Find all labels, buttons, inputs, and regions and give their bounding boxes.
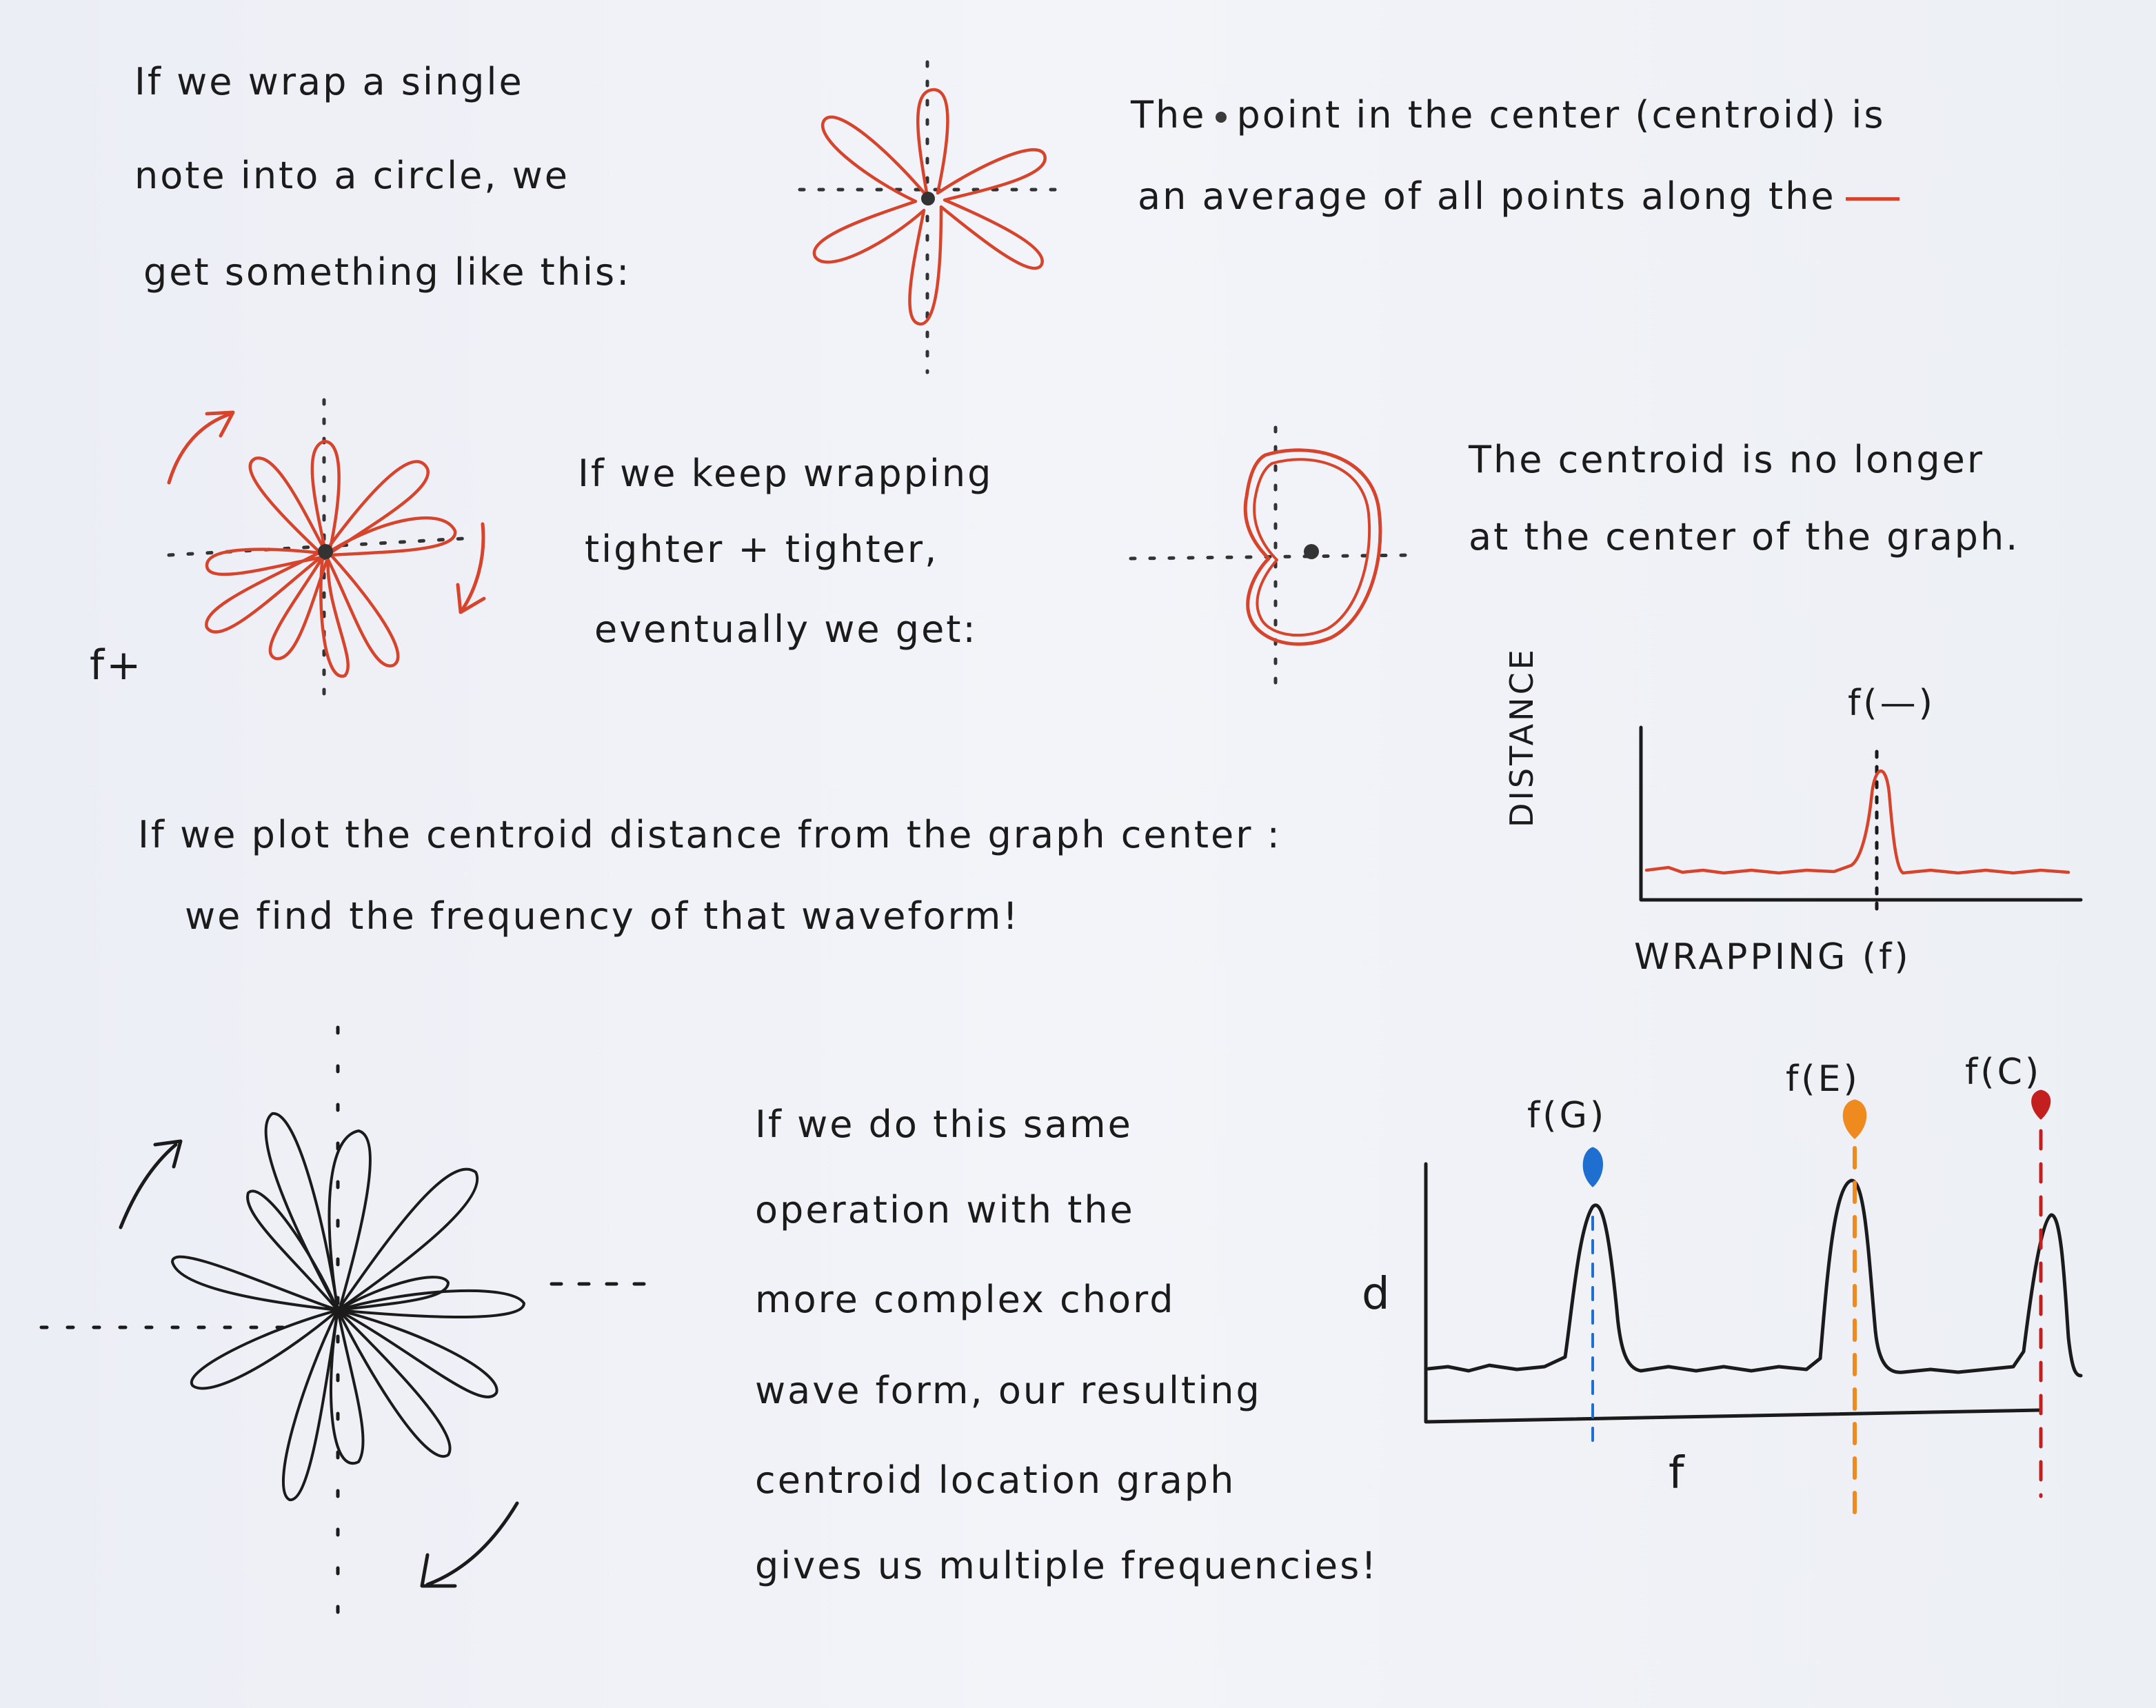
- chord-note-line-4: wave form, our resulting: [755, 1369, 1262, 1412]
- plot-note-line-1: If we plot the centroid distance from th…: [138, 813, 1282, 856]
- peak-label-g: f(G): [1527, 1095, 1607, 1136]
- small-chart-peak-label: f(—): [1848, 683, 1935, 724]
- centroid-dot: [921, 192, 935, 205]
- peak-label-c: f(C): [1965, 1052, 2042, 1093]
- centroid-note-line-1: The point in the center (centroid) is: [1131, 97, 1885, 134]
- rotating-star-figure: [167, 398, 486, 699]
- centroid-note-line-2-text: an average of all points along the: [1138, 174, 1836, 218]
- red-line-icon: [1845, 197, 1900, 201]
- arrow-rotate-bottom: [460, 522, 485, 612]
- big-chart-line: [1427, 1178, 2083, 1378]
- small-chart-xlabel: WRAPPING (f): [1634, 936, 1911, 978]
- plot-note-line-2: we find the frequency of that waveform!: [185, 894, 1020, 938]
- intro-line-3: get something like this:: [143, 250, 632, 294]
- chord-flower-figure: [39, 1025, 657, 1643]
- wrap-note-line-3: eventually we get:: [594, 607, 978, 651]
- chord-note-line-1: If we do this same: [755, 1103, 1133, 1146]
- centroid-note-line-2: an average of all points along the: [1138, 178, 1900, 215]
- centroid-note-word-the: The: [1131, 93, 1207, 137]
- small-distance-chart: [1639, 725, 2083, 919]
- big-frequency-chart: [1424, 1089, 2083, 1516]
- offset-note-line-1: The centroid is no longer: [1469, 438, 1985, 481]
- intro-line-1: If we wrap a single: [134, 60, 524, 103]
- f-plus-label: f+: [90, 641, 143, 690]
- chord-note-line-6: gives us multiple frequencies!: [755, 1544, 1378, 1587]
- star-petals: [812, 88, 1047, 326]
- small-chart-line: [1644, 769, 2071, 875]
- chord-note-line-5: centroid location graph: [755, 1458, 1236, 1502]
- chord-note-line-2: operation with the: [755, 1188, 1135, 1232]
- chord-note-line-3: more complex chord: [755, 1278, 1176, 1321]
- offset-loop-figure: [1129, 425, 1415, 692]
- arrow-chord-top: [119, 1143, 178, 1229]
- wrap-note-line-1: If we keep wrapping: [578, 452, 994, 495]
- arrow-chord-bottom: [425, 1501, 519, 1587]
- peak-dot-c: [2031, 1089, 2051, 1120]
- offset-note-line-2: at the center of the graph.: [1469, 515, 2020, 559]
- centroid-dot-icon: [1216, 112, 1227, 123]
- peak-label-e: f(E): [1786, 1058, 1860, 1100]
- intro-line-2: note into a circle, we: [134, 154, 570, 197]
- big-chart-ylabel: d: [1362, 1269, 1393, 1320]
- wrap-note-line-2: tighter + tighter,: [585, 528, 939, 571]
- centroid-note-rest: point in the center (centroid) is: [1236, 93, 1886, 137]
- arrow-rotate-top: [167, 412, 233, 485]
- big-chart-xlabel: f: [1669, 1448, 1687, 1499]
- peak-dot-g: [1582, 1147, 1603, 1187]
- star-figure-top: [798, 60, 1064, 374]
- peak-dot-e: [1842, 1099, 1867, 1139]
